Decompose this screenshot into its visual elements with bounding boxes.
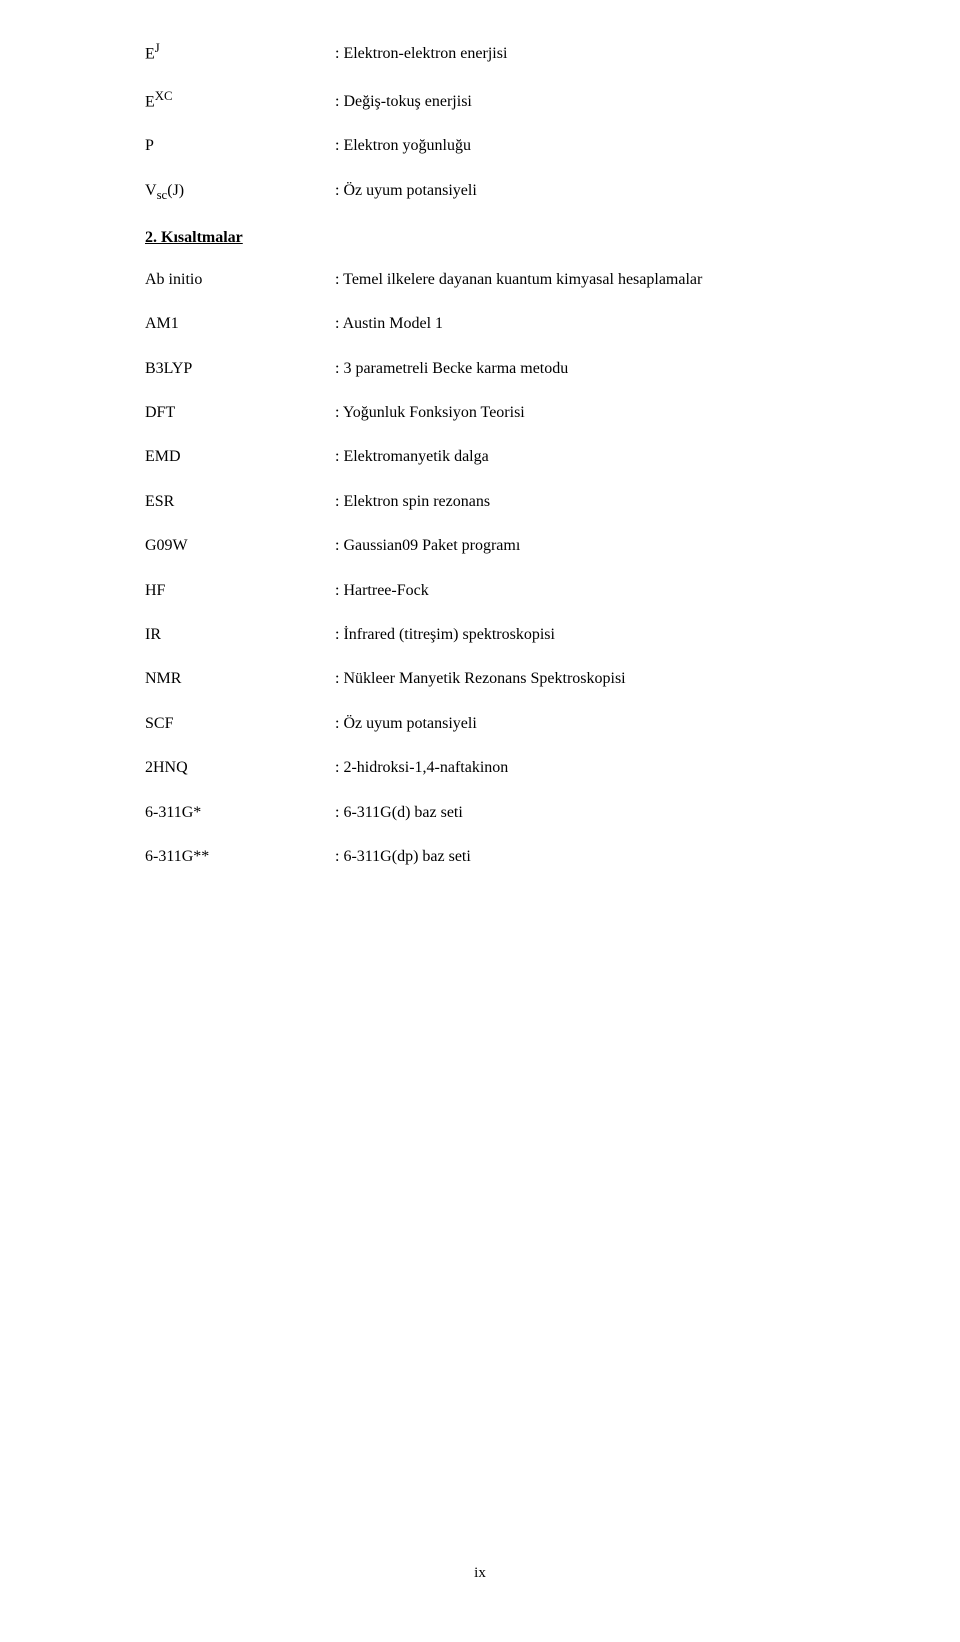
definition-row: 6-311G* : 6-311G(d) baz seti <box>145 802 830 824</box>
term: P <box>145 135 335 157</box>
definition-row: G09W : Gaussian09 Paket programı <box>145 535 830 557</box>
description: : İnfrared (titreşim) spektroskopisi <box>335 624 830 646</box>
description: : Gaussian09 Paket programı <box>335 535 830 557</box>
definition-row: Ab initio : Temel ilkelere dayanan kuant… <box>145 269 830 291</box>
definition-row: B3LYP : 3 parametreli Becke karma metodu <box>145 358 830 380</box>
description: : 6-311G(d) baz seti <box>335 802 830 824</box>
description: : Elektron spin rezonans <box>335 491 830 513</box>
term: EMD <box>145 446 335 468</box>
term: AM1 <box>145 313 335 335</box>
description: : Elektron yoğunluğu <box>335 135 830 157</box>
term: Vsc(J) <box>145 180 335 205</box>
description: : Austin Model 1 <box>335 313 830 335</box>
term: EXC <box>145 88 335 114</box>
term: EJ <box>145 40 335 66</box>
definition-row: EXC : Değiş-tokuş enerjisi <box>145 88 830 114</box>
definition-row: NMR : Nükleer Manyetik Rezonans Spektros… <box>145 668 830 690</box>
description: : Öz uyum potansiyeli <box>335 713 830 735</box>
description: : 2-hidroksi-1,4-naftakinon <box>335 757 830 779</box>
section-heading: 2. Kısaltmalar <box>145 229 830 247</box>
definition-row: DFT : Yoğunluk Fonksiyon Teorisi <box>145 402 830 424</box>
description: : Hartree-Fock <box>335 580 830 602</box>
definition-row: EMD : Elektromanyetik dalga <box>145 446 830 468</box>
definition-row: IR : İnfrared (titreşim) spektroskopisi <box>145 624 830 646</box>
term: B3LYP <box>145 358 335 380</box>
term: 6-311G** <box>145 846 335 868</box>
term: 6-311G* <box>145 802 335 824</box>
page-number: ix <box>0 1565 960 1582</box>
term: DFT <box>145 402 335 424</box>
term: 2HNQ <box>145 757 335 779</box>
definition-row: ESR : Elektron spin rezonans <box>145 491 830 513</box>
description: : Elektron-elektron enerjisi <box>335 43 830 65</box>
description: : Temel ilkelere dayanan kuantum kimyasa… <box>335 269 830 291</box>
term: Ab initio <box>145 269 335 291</box>
definition-row: EJ : Elektron-elektron enerjisi <box>145 40 830 66</box>
term: SCF <box>145 713 335 735</box>
term: NMR <box>145 668 335 690</box>
description: : Yoğunluk Fonksiyon Teorisi <box>335 402 830 424</box>
term: G09W <box>145 535 335 557</box>
description: : Değiş-tokuş enerjisi <box>335 91 830 113</box>
term: ESR <box>145 491 335 513</box>
definitions-section-2: Ab initio : Temel ilkelere dayanan kuant… <box>145 269 830 868</box>
description: : 3 parametreli Becke karma metodu <box>335 358 830 380</box>
definition-row: 6-311G** : 6-311G(dp) baz seti <box>145 846 830 868</box>
definition-row: P : Elektron yoğunluğu <box>145 135 830 157</box>
definition-row: Vsc(J) : Öz uyum potansiyeli <box>145 180 830 205</box>
definition-row: SCF : Öz uyum potansiyeli <box>145 713 830 735</box>
definition-row: 2HNQ : 2-hidroksi-1,4-naftakinon <box>145 757 830 779</box>
description: : Nükleer Manyetik Rezonans Spektroskopi… <box>335 668 830 690</box>
description: : Öz uyum potansiyeli <box>335 180 830 202</box>
definitions-section-1: EJ : Elektron-elektron enerjisi EXC : De… <box>145 40 830 205</box>
definition-row: HF : Hartree-Fock <box>145 580 830 602</box>
description: : Elektromanyetik dalga <box>335 446 830 468</box>
description: : 6-311G(dp) baz seti <box>335 846 830 868</box>
term: HF <box>145 580 335 602</box>
term: IR <box>145 624 335 646</box>
definition-row: AM1 : Austin Model 1 <box>145 313 830 335</box>
